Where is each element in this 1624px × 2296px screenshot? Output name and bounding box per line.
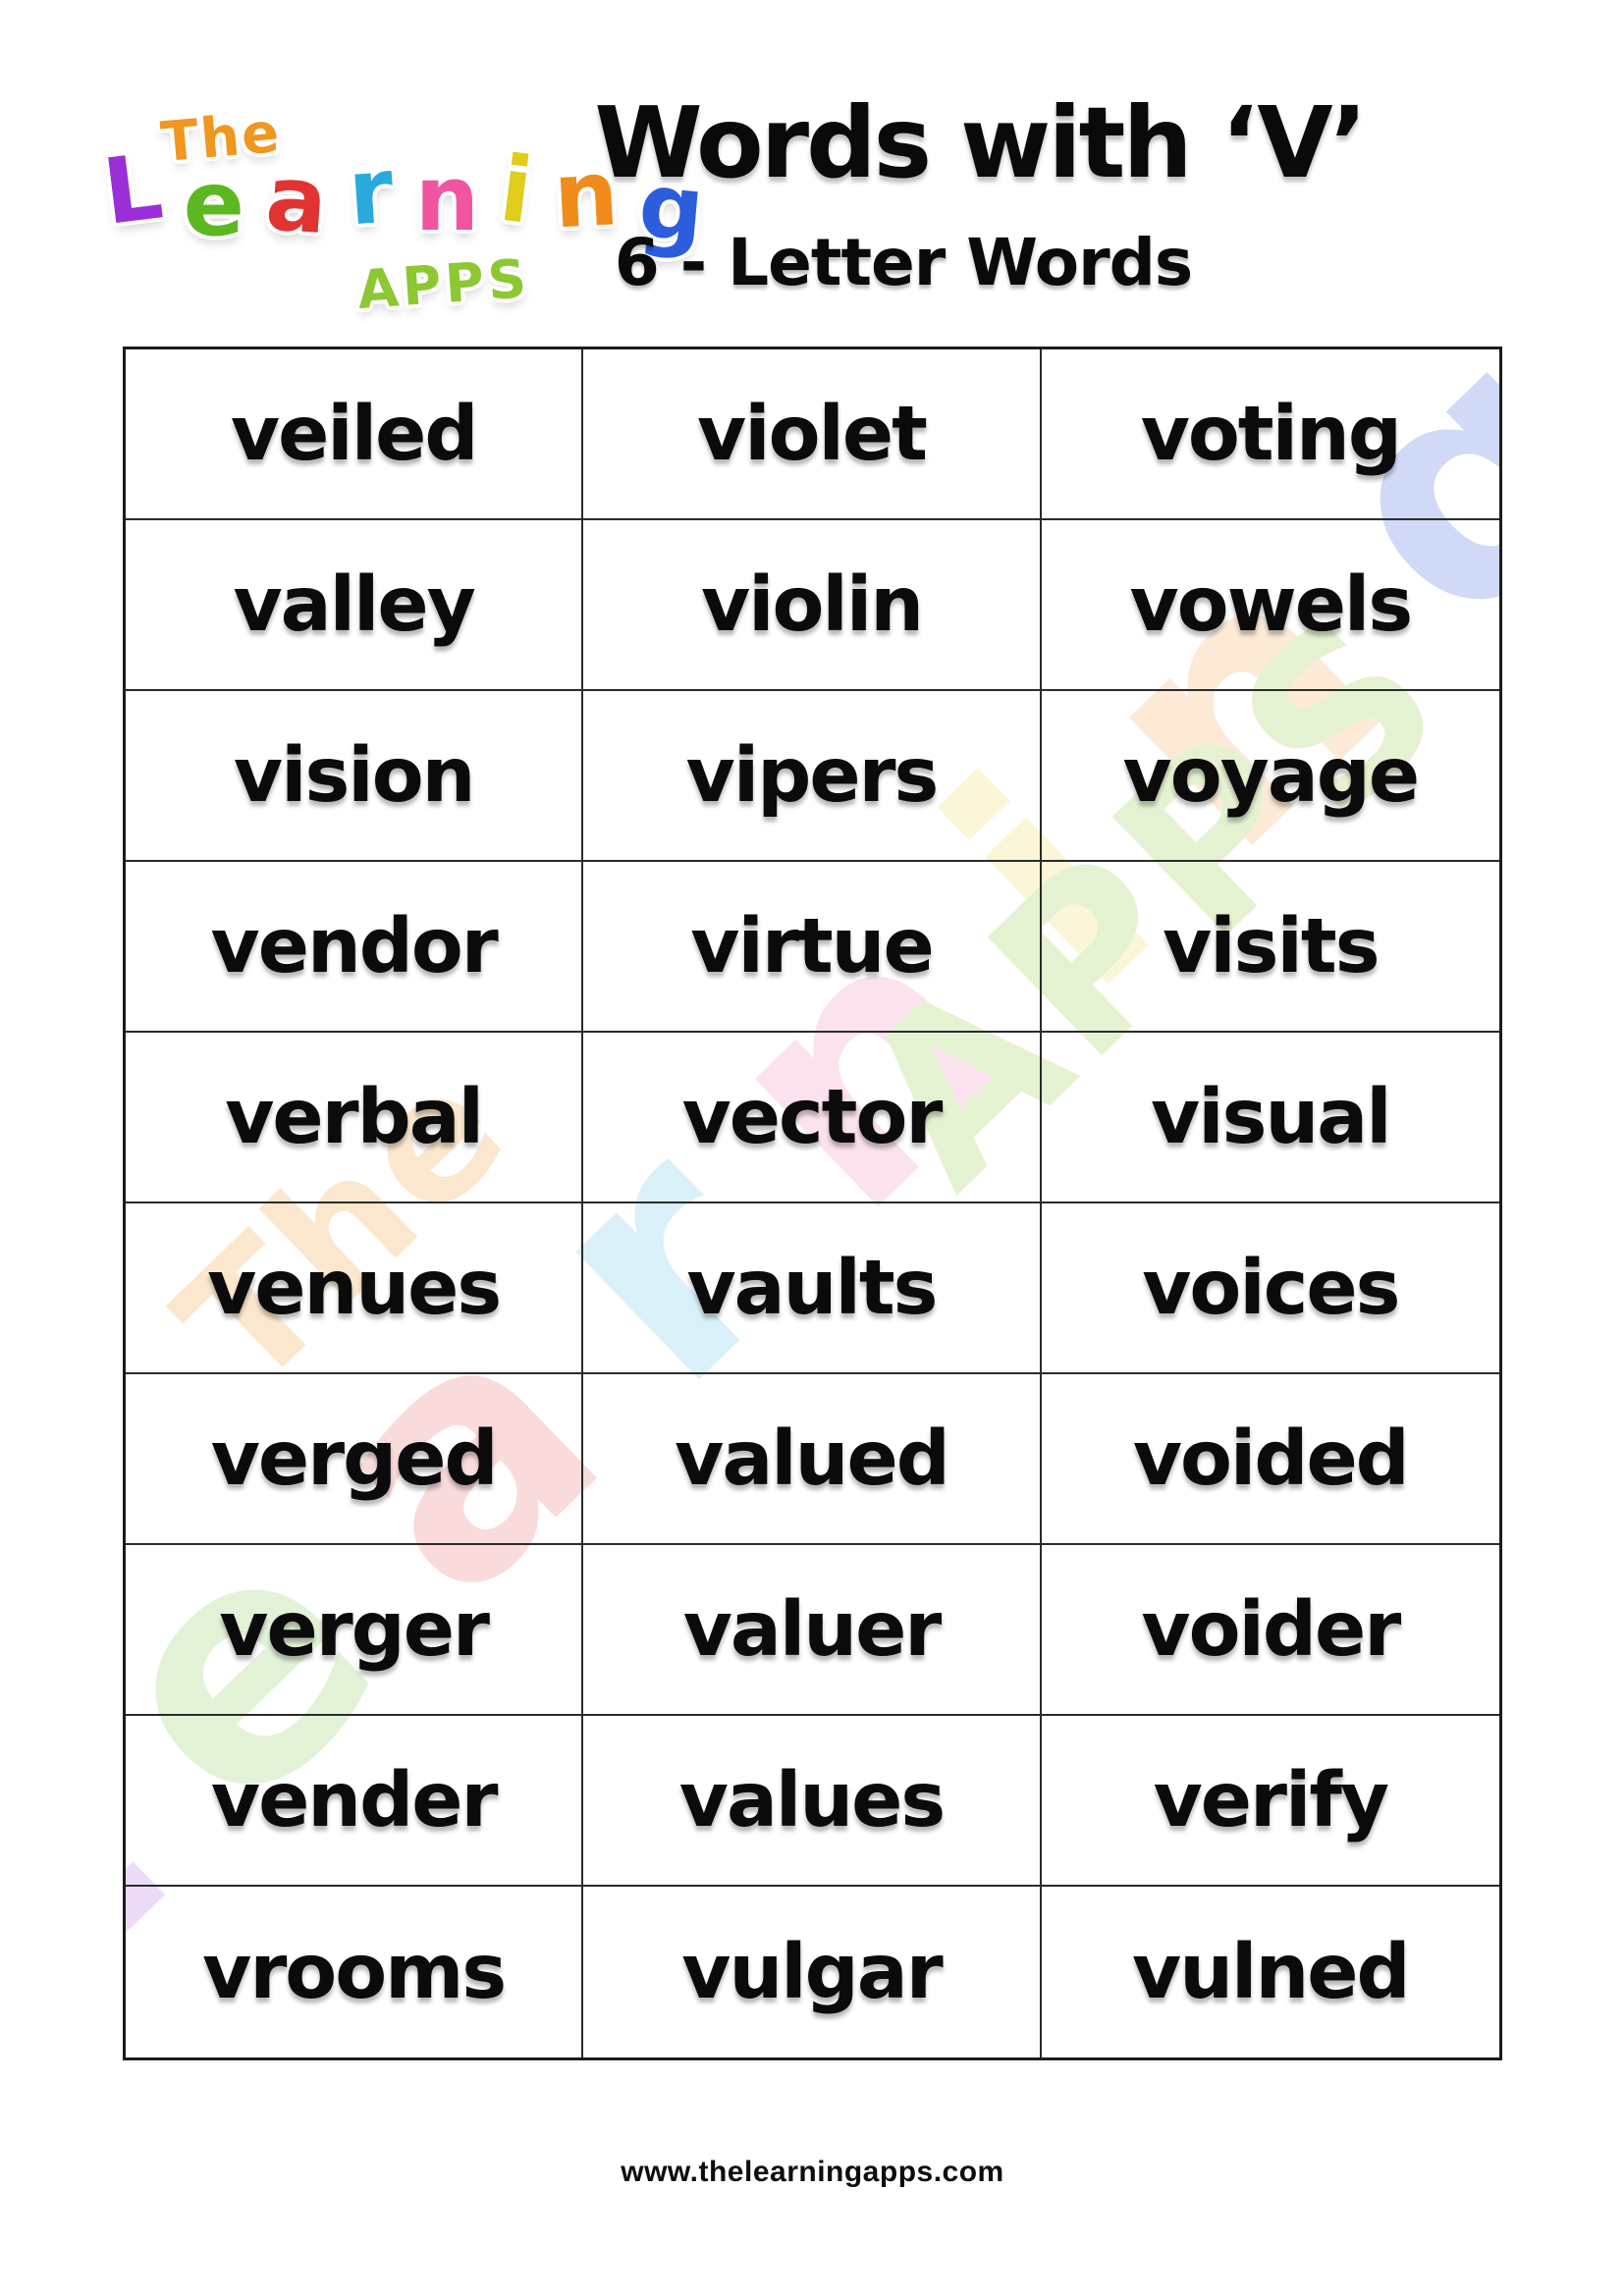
word-cell: valley bbox=[126, 520, 584, 691]
word-cell: vulned bbox=[1132, 1928, 1411, 2016]
word-cell: vendor bbox=[126, 862, 584, 1033]
word-cell: venues bbox=[126, 1203, 584, 1374]
logo-letter: e bbox=[183, 151, 244, 256]
word-cell: voided bbox=[1041, 1374, 1499, 1545]
word-cell: voting bbox=[1041, 349, 1499, 520]
word-cell: valuer bbox=[583, 1545, 1042, 1716]
logo-letter: r bbox=[345, 137, 393, 246]
word-cell: voider bbox=[1041, 1545, 1499, 1716]
logo-letter: i bbox=[494, 135, 534, 244]
word-grid: veiled violet voting valley violin vowel… bbox=[123, 347, 1502, 2060]
word-cell: values bbox=[583, 1716, 1042, 1887]
page-title: Words with ‘V’ bbox=[594, 85, 1367, 200]
word-cell: virtue bbox=[583, 862, 1042, 1033]
word-cell: voices bbox=[1041, 1203, 1499, 1374]
word-cell: valued bbox=[583, 1374, 1042, 1545]
logo-learning-text: L e a r n i n g bbox=[98, 134, 704, 262]
word-table: The L e a r n i n g APPS veiled violet v… bbox=[123, 347, 1502, 2060]
word-cell: veiled bbox=[126, 349, 584, 520]
word-cell: visits bbox=[1041, 862, 1499, 1033]
word-cell: vulgar bbox=[583, 1887, 1042, 2057]
word-cell: verged bbox=[126, 1374, 584, 1545]
word-cell: vision bbox=[126, 691, 584, 862]
word-cell: vrooms bbox=[126, 1887, 584, 2057]
word-cell: violet bbox=[583, 349, 1042, 520]
learning-apps-logo: The L e a r n i n g APPS bbox=[98, 101, 704, 321]
word-cell: voyage bbox=[1041, 691, 1499, 862]
page-subtitle: 6 - Letter Words bbox=[614, 225, 1193, 300]
logo-letter: L bbox=[97, 134, 163, 245]
word-cell: verger bbox=[126, 1545, 584, 1716]
word-cell: vaults bbox=[583, 1203, 1042, 1374]
logo-apps-text: APPS bbox=[355, 246, 532, 322]
word-cell: visual bbox=[1041, 1033, 1499, 1203]
word-cell: vipers bbox=[583, 691, 1042, 862]
word-cell: vender bbox=[126, 1716, 584, 1887]
word-cell: vector bbox=[583, 1033, 1042, 1203]
logo-letter: n bbox=[414, 146, 479, 251]
word-cell: verbal bbox=[126, 1033, 584, 1203]
word-cell: vowels bbox=[1041, 520, 1499, 691]
word-cell: violin bbox=[583, 520, 1042, 691]
footer-url: www.thelearningapps.com bbox=[621, 2156, 1004, 2188]
word-cell: verify bbox=[1041, 1716, 1499, 1887]
logo-letter: a bbox=[262, 145, 326, 254]
